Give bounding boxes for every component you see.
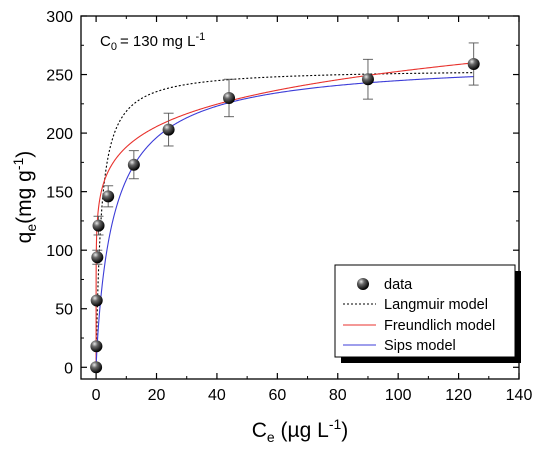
y-tick-label: 50	[55, 302, 73, 319]
legend-label-freundlich: Freundlich model	[384, 318, 495, 334]
x-tick-label: 60	[268, 387, 286, 404]
legend-label-data: data	[384, 277, 413, 293]
data-point	[223, 91, 236, 104]
concentration-annotation: C0 = 130 mg L-1	[100, 31, 205, 53]
legend: data Langmuir model Freundlich model Sip…	[334, 264, 521, 363]
y-axis-ticks: 0 50 100 150 200 250 300	[46, 9, 519, 377]
x-tick-label: 120	[445, 387, 472, 404]
curve-langmuir	[95, 72, 474, 368]
data-point	[90, 340, 103, 353]
y-tick-label: 0	[64, 360, 73, 377]
y-tick-label: 250	[46, 68, 73, 85]
curve-sips	[95, 76, 474, 368]
model-curves	[95, 62, 474, 368]
x-tick-label: 0	[92, 387, 101, 404]
data-point	[361, 73, 374, 86]
data-point	[91, 251, 104, 264]
y-tick-label: 100	[46, 243, 73, 260]
plot-frame	[80, 15, 520, 380]
data-point	[90, 361, 103, 374]
legend-label-sips: Sips model	[384, 338, 456, 354]
data-point	[102, 190, 115, 203]
legend-marker-data	[357, 278, 369, 290]
y-tick-label: 150	[46, 185, 73, 202]
plot-area	[80, 15, 520, 380]
data-point	[467, 58, 480, 71]
data-points	[90, 42, 480, 374]
x-tick-label: 140	[506, 387, 533, 404]
data-point	[127, 158, 140, 171]
data-point	[92, 219, 105, 232]
x-tick-label: 80	[329, 387, 347, 404]
y-axis-label: qe(mg g-1)	[10, 151, 39, 244]
legend-label-langmuir: Langmuir model	[384, 297, 488, 313]
x-axis-ticks: 0 20 40 60 80 100 120 140	[92, 16, 533, 404]
x-tick-label: 40	[208, 387, 226, 404]
y-tick-label: 200	[46, 126, 73, 143]
x-tick-label: 20	[148, 387, 166, 404]
x-axis-label: Ce (µg L-1)	[252, 416, 349, 445]
y-tick-label: 300	[46, 9, 73, 26]
data-point	[90, 294, 103, 307]
data-point	[162, 123, 175, 136]
curve-freundlich	[95, 62, 474, 368]
x-tick-label: 100	[385, 387, 412, 404]
